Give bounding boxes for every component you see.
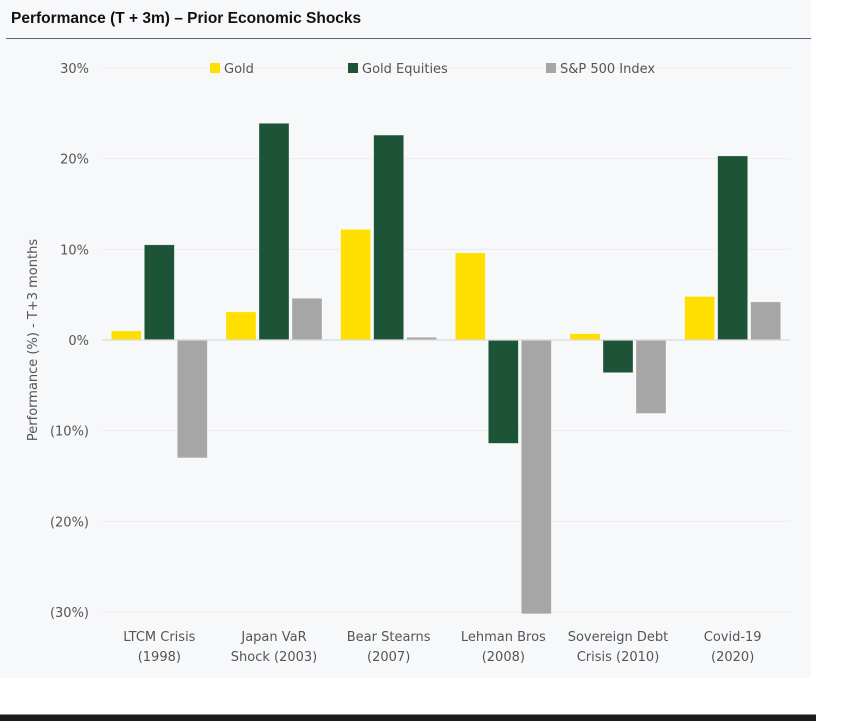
y-tick-label: (10%) bbox=[50, 425, 89, 440]
bar-gold-equities-5 bbox=[717, 155, 748, 341]
x-category-label: (2008) bbox=[482, 650, 525, 665]
bar-gold-equities-3 bbox=[488, 339, 519, 444]
chart-title: Performance (T + 3m) – Prior Economic Sh… bbox=[11, 10, 362, 27]
legend-swatch-0 bbox=[210, 63, 220, 73]
x-category-label: Japan VaR bbox=[240, 630, 306, 645]
bar-gold-2 bbox=[340, 229, 371, 341]
x-category-label: (2007) bbox=[367, 650, 410, 665]
bar-gold-equities-2 bbox=[373, 134, 404, 341]
bar-s-p-500-index-5 bbox=[750, 301, 781, 341]
bar-gold-5 bbox=[684, 296, 715, 341]
x-category-label: (2020) bbox=[711, 650, 754, 665]
x-category-label: Covid-19 bbox=[704, 630, 762, 645]
bars bbox=[111, 123, 781, 615]
bar-gold-3 bbox=[455, 252, 486, 341]
legend-swatch-1 bbox=[348, 63, 358, 73]
bar-s-p-500-index-4 bbox=[635, 339, 667, 414]
legend-label: Gold Equities bbox=[362, 62, 448, 77]
x-category-label: Sovereign Debt bbox=[568, 630, 669, 645]
y-tick-label: 20% bbox=[60, 153, 89, 168]
title-divider bbox=[6, 38, 811, 39]
y-tick-label: 0% bbox=[68, 334, 89, 349]
bar-gold-4 bbox=[569, 333, 601, 341]
x-axis-categories: LTCM Crisis (1998) Japan VaR Shock (2003) Be… bbox=[123, 630, 761, 665]
x-category-label: LTCM Crisis bbox=[123, 630, 195, 645]
y-tick-label: (30%) bbox=[50, 606, 89, 621]
bar-gold-0 bbox=[111, 330, 142, 341]
legend-swatch-2 bbox=[546, 63, 556, 73]
x-category-label: Bear Stearns bbox=[347, 630, 431, 645]
bar-gold-1 bbox=[225, 311, 257, 341]
bottom-divider bbox=[0, 714, 816, 721]
x-category-label: Crisis (2010) bbox=[577, 650, 660, 665]
legend: Gold Gold Equities S&P 500 Index bbox=[210, 62, 655, 77]
y-axis-label: Performance (%) - T+3 months bbox=[26, 239, 41, 441]
bar-gold-equities-0 bbox=[144, 244, 175, 341]
legend-label: S&P 500 Index bbox=[560, 62, 655, 77]
y-tick-label: 10% bbox=[60, 243, 89, 258]
bar-s-p-500-index-0 bbox=[177, 339, 208, 459]
legend-label: Gold bbox=[224, 62, 254, 77]
x-category-label: Shock (2003) bbox=[231, 650, 317, 665]
y-tick-label: 30% bbox=[60, 62, 89, 77]
bar-gold-equities-4 bbox=[602, 339, 634, 373]
x-category-label: Lehman Bros bbox=[461, 630, 546, 645]
bar-s-p-500-index-3 bbox=[521, 339, 552, 615]
bar-s-p-500-index-1 bbox=[291, 297, 323, 341]
y-tick-label: (20%) bbox=[50, 515, 89, 530]
x-category-label: (1998) bbox=[138, 650, 181, 665]
y-axis-ticks: 30% 20% 10% 0% (10%) (20%) (30%) bbox=[50, 62, 89, 621]
bar-gold-equities-1 bbox=[258, 123, 290, 341]
